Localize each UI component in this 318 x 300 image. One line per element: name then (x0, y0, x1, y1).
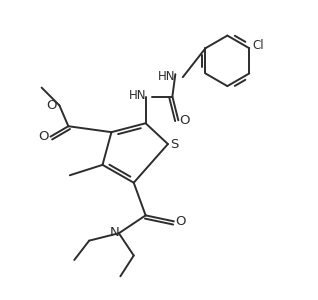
Text: HN: HN (128, 88, 146, 101)
Text: S: S (170, 138, 179, 151)
Text: HN: HN (158, 70, 176, 83)
Text: O: O (175, 215, 186, 228)
Text: O: O (47, 99, 57, 112)
Text: O: O (180, 114, 190, 127)
Text: Cl: Cl (252, 39, 264, 52)
Text: O: O (38, 130, 48, 143)
Text: N: N (110, 226, 120, 239)
